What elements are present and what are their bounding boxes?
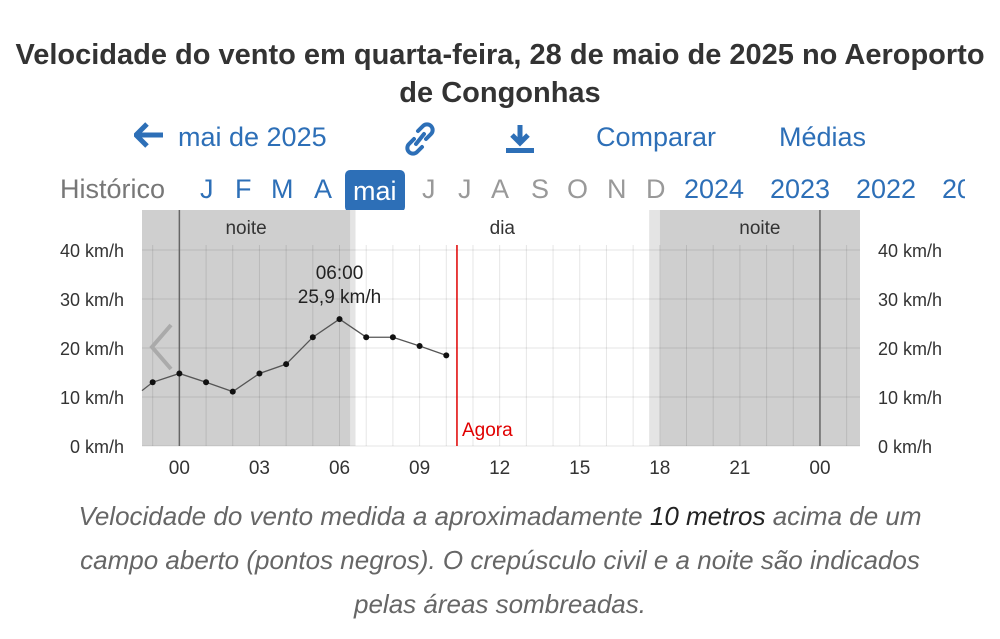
- data-point: [363, 334, 370, 341]
- month-sep: S: [531, 174, 550, 204]
- arrow-left-icon: [133, 122, 164, 155]
- y-tick-label-right: 30 km/h: [878, 290, 942, 310]
- period-label: noite: [225, 218, 266, 239]
- chevron-left-icon[interactable]: [149, 323, 173, 371]
- caption-text-2: acima de um campo aberto (pontos negros)…: [80, 501, 922, 619]
- caption-bold: 10 metros: [649, 501, 766, 531]
- month-oct: O: [567, 174, 589, 204]
- y-tick-label-right: 40 km/h: [878, 241, 942, 261]
- link-icon: [404, 122, 436, 163]
- month-jul: J: [458, 174, 472, 204]
- period-label: noite: [739, 218, 780, 239]
- month-mar[interactable]: M: [271, 174, 294, 204]
- caption-text-1: Velocidade do vento medida a aproximadam…: [78, 501, 650, 531]
- wind-speed-chart: noite dia noite 0 km/h 0 km/h 10 km/h 10 km/h…: [60, 210, 942, 479]
- tooltip-value: 25,9 km/h: [298, 287, 381, 308]
- y-tick-label-left: 10 km/h: [60, 388, 124, 408]
- month-selector: Histórico J F M A mai J J A S O N D 2024…: [60, 170, 965, 212]
- data-point: [309, 334, 316, 341]
- night-band: [142, 210, 351, 446]
- x-tick-label: 12: [489, 458, 510, 479]
- download-icon: [503, 122, 537, 163]
- chart-caption: Velocidade do vento medida a aproximadam…: [50, 494, 950, 626]
- x-tick-label: 15: [569, 458, 590, 479]
- month-nov: N: [607, 174, 627, 204]
- data-point: [203, 379, 210, 386]
- x-tick-label: 03: [249, 458, 270, 479]
- y-tick-label-right: 20 km/h: [878, 339, 942, 359]
- night-band: [659, 210, 860, 446]
- data-point: [149, 379, 156, 386]
- month-aug: A: [491, 174, 510, 204]
- y-tick-label-right: 0 km/h: [878, 437, 932, 457]
- data-point: [229, 388, 236, 395]
- x-tick-label: 00: [169, 458, 190, 479]
- now-label: Agora: [462, 420, 513, 441]
- data-point: [283, 361, 290, 368]
- prev-month-link[interactable]: mai de 2025: [133, 122, 327, 162]
- month-dec: D: [646, 174, 666, 204]
- x-tick-label: 00: [809, 458, 830, 479]
- data-point: [443, 352, 450, 359]
- x-tick-label: 21: [729, 458, 750, 479]
- x-tick-label: 18: [649, 458, 670, 479]
- y-tick-label-right: 10 km/h: [878, 388, 942, 408]
- page-title: Velocidade do vento em quarta-feira, 28 …: [15, 39, 985, 109]
- month-jun: J: [422, 174, 436, 204]
- year-2021-partial[interactable]: 20: [942, 174, 965, 204]
- y-tick-label-left: 20 km/h: [60, 339, 124, 359]
- link-button[interactable]: [404, 122, 436, 162]
- year-2022[interactable]: 2022: [856, 174, 917, 204]
- y-tick-label-left: 40 km/h: [60, 241, 124, 261]
- data-point: [389, 334, 396, 341]
- month-apr[interactable]: A: [314, 174, 333, 204]
- data-point: [336, 316, 343, 323]
- data-point: [256, 370, 263, 377]
- month-feb[interactable]: F: [235, 174, 252, 204]
- prev-month-label: mai de 2025: [178, 122, 327, 152]
- averages-link[interactable]: Médias: [779, 122, 867, 152]
- x-tick-label: 06: [329, 458, 350, 479]
- y-tick-label-left: 30 km/h: [60, 290, 124, 310]
- compare-link[interactable]: Comparar: [596, 122, 717, 152]
- data-point: [416, 343, 423, 350]
- data-point: [176, 370, 183, 377]
- history-label: Histórico: [60, 174, 166, 204]
- y-tick-label-left: 0 km/h: [70, 437, 124, 457]
- twilight-band: [649, 210, 660, 446]
- tooltip-time: 06:00: [316, 263, 364, 284]
- download-button[interactable]: [503, 122, 537, 162]
- year-2023[interactable]: 2023: [770, 174, 831, 204]
- period-label: dia: [490, 218, 516, 239]
- month-jan[interactable]: J: [200, 174, 214, 204]
- x-tick-label: 09: [409, 458, 430, 479]
- month-may-active[interactable]: mai: [345, 170, 405, 212]
- year-2024[interactable]: 2024: [684, 174, 745, 204]
